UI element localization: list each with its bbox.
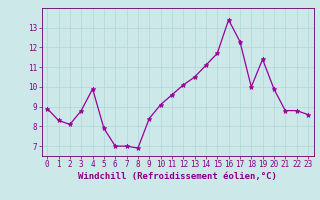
X-axis label: Windchill (Refroidissement éolien,°C): Windchill (Refroidissement éolien,°C) [78, 172, 277, 181]
